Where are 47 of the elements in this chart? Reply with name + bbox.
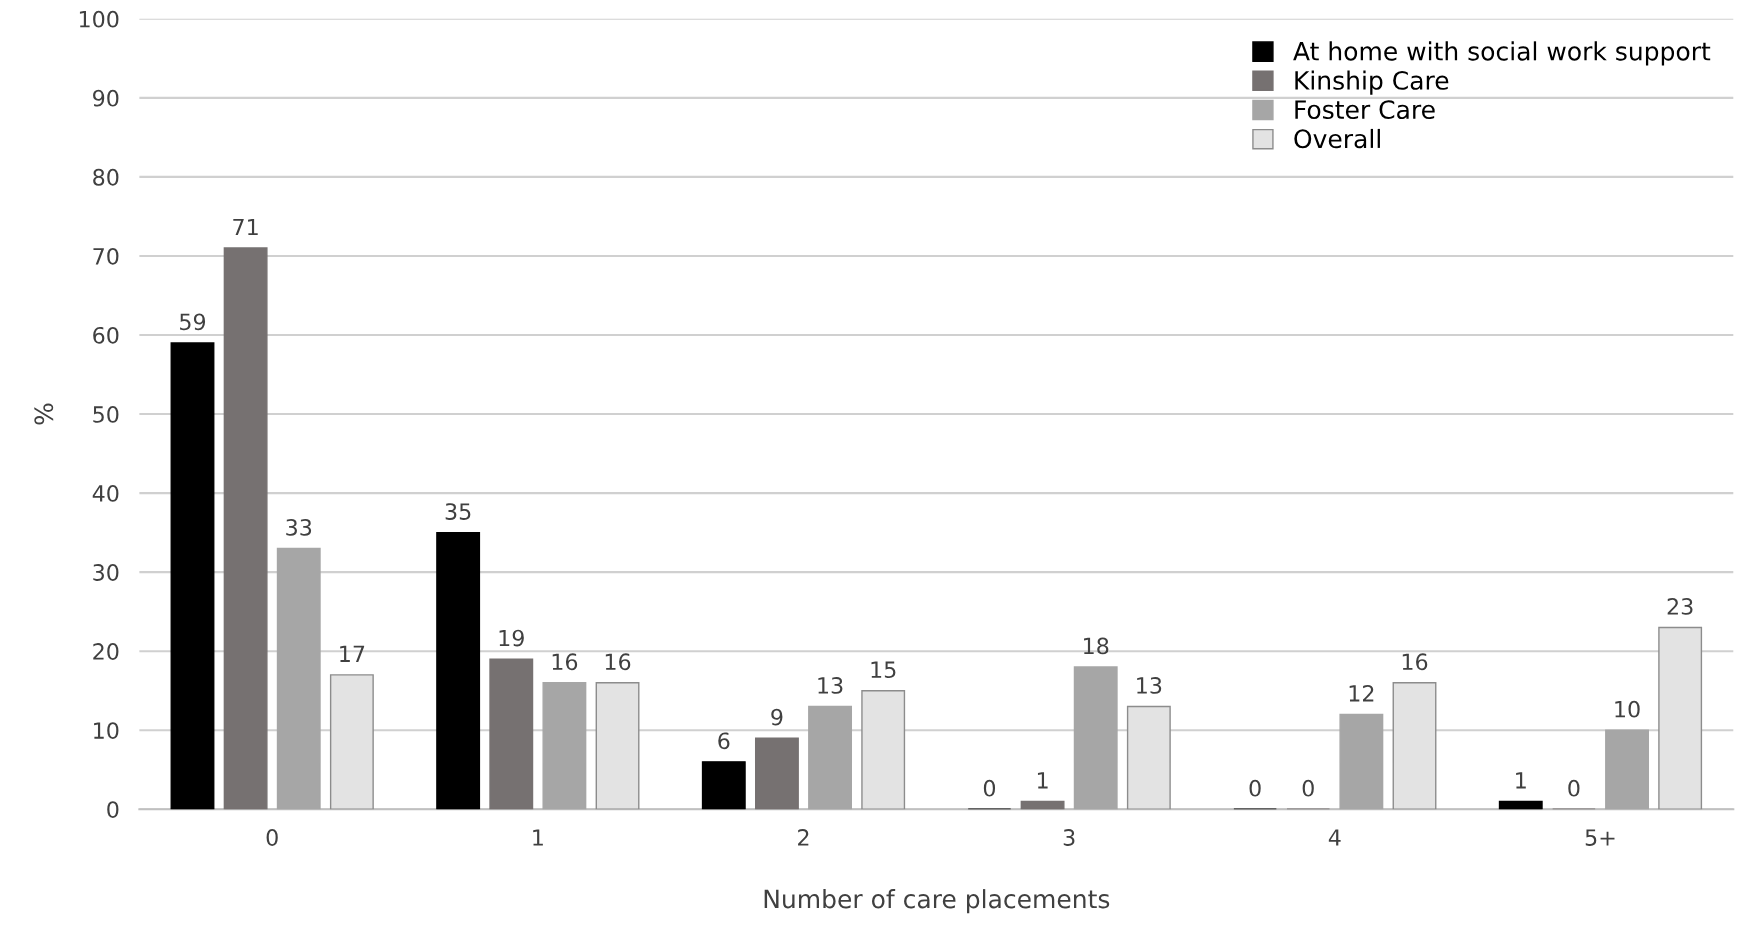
data-label: 18 [1084, 637, 1109, 655]
data-label: 35 [445, 503, 471, 520]
data-label: 13 [1137, 677, 1162, 694]
data-label: 0 [1249, 779, 1261, 797]
y-tick-label: 30 [93, 564, 119, 581]
y-tick-label: 10 [94, 722, 119, 739]
data-label: 23 [1667, 598, 1693, 615]
data-label: 16 [605, 653, 631, 671]
y-tick-label: 50 [93, 405, 119, 423]
data-label: 13 [818, 677, 843, 694]
y-tick-label: 0 [107, 801, 119, 819]
data-label: 0 [1568, 779, 1580, 797]
data-label: 12 [1349, 684, 1374, 702]
x-tick-label: 2 [798, 829, 809, 846]
x-tick-label: 5+ [1585, 829, 1615, 846]
data-label: 0 [1302, 779, 1314, 797]
data-label: 15 [871, 661, 896, 679]
x-tick-label: 1 [533, 829, 543, 846]
data-label: 17 [340, 645, 365, 662]
data-label: 9 [771, 708, 783, 726]
x-axis-title: Number of care placements [764, 889, 1110, 914]
y-tick-label: 40 [92, 485, 119, 502]
data-label: 16 [552, 653, 578, 671]
data-label: 1 [1037, 772, 1048, 789]
data-label: 33 [286, 518, 312, 536]
data-label: 10 [1615, 700, 1640, 718]
y-tick-label: 70 [93, 247, 119, 265]
x-tick-label: 0 [266, 829, 278, 846]
legend-label: At home with social work support [1293, 41, 1711, 66]
data-label: 59 [180, 313, 206, 331]
data-label: 1 [1516, 772, 1526, 789]
legend-label: Overall [1294, 128, 1380, 149]
data-label: 6 [718, 732, 730, 750]
data-label: 71 [233, 218, 258, 236]
legend-label: Kinship Care [1295, 70, 1449, 95]
x-tick-label: 4 [1328, 829, 1341, 846]
y-tick-label: 20 [93, 643, 119, 660]
x-tick-label: 3 [1063, 829, 1075, 846]
y-tick-label: 80 [93, 168, 119, 186]
y-tick-label: 60 [93, 326, 119, 344]
y-axis-title: % [34, 403, 54, 425]
y-tick-label: 90 [93, 89, 119, 107]
legend-label: Foster Care [1295, 100, 1435, 120]
y-tick-label: 100 [79, 10, 119, 28]
data-label: 19 [499, 629, 524, 647]
data-label: 0 [983, 779, 996, 797]
data-label: 16 [1402, 653, 1428, 671]
